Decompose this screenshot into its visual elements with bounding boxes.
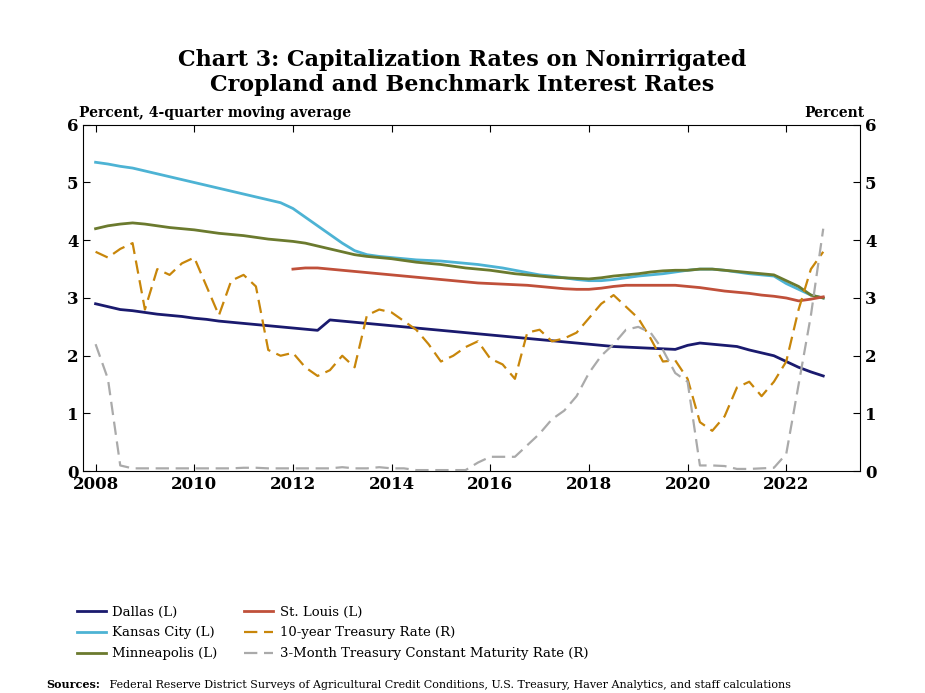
3-Month Treasury Constant Maturity Rate (R) [325,464,336,473]
3-Month Treasury Constant Maturity Rate (R) [90,340,101,349]
Line: 3-Month Treasury Constant Maturity Rate (R): 3-Month Treasury Constant Maturity Rate … [95,229,823,470]
3-Month Treasury Constant Maturity Rate (R) [300,464,311,473]
St. Louis (L) [325,265,336,273]
St. Louis (L) [547,283,558,292]
Dallas (L) [818,371,829,380]
Legend: Dallas (L), Kansas City (L), Minneapolis (L), St. Louis (L), 10-year Treasury Ra: Dallas (L), Kansas City (L), Minneapolis… [71,600,593,665]
Minneapolis (L) [818,294,829,302]
Dallas (L) [325,316,336,324]
Kansas City (L) [337,239,348,247]
Minneapolis (L) [349,251,360,259]
Kansas City (L) [275,198,286,207]
10-year Treasury Rate (R) [337,351,348,360]
Text: Sources:: Sources: [46,678,100,690]
Text: Federal Reserve District Surveys of Agricultural Credit Conditions, U.S. Treasur: Federal Reserve District Surveys of Agri… [106,680,792,690]
Line: 10-year Treasury Rate (R): 10-year Treasury Rate (R) [95,243,823,431]
3-Month Treasury Constant Maturity Rate (R) [411,466,422,474]
Minneapolis (L) [337,247,348,256]
Text: Percent: Percent [804,105,864,119]
Minneapolis (L) [127,219,138,227]
Line: Dallas (L): Dallas (L) [95,304,823,376]
3-Month Treasury Constant Maturity Rate (R) [214,464,225,473]
Kansas City (L) [325,230,336,238]
10-year Treasury Rate (R) [226,277,237,285]
Minneapolis (L) [559,274,570,282]
Minneapolis (L) [288,237,299,245]
Minneapolis (L) [226,230,237,238]
10-year Treasury Rate (R) [312,371,323,380]
Dallas (L) [337,317,348,325]
Kansas City (L) [214,184,225,193]
Minneapolis (L) [312,242,323,250]
10-year Treasury Rate (R) [707,427,718,435]
3-Month Treasury Constant Maturity Rate (R) [559,406,570,414]
3-Month Treasury Constant Maturity Rate (R) [275,464,286,473]
10-year Treasury Rate (R) [127,239,138,247]
Kansas City (L) [300,213,311,221]
Dallas (L) [547,337,558,345]
Text: Percent, 4-quarter moving average: Percent, 4-quarter moving average [80,105,352,119]
Dallas (L) [90,299,101,308]
3-Month Treasury Constant Maturity Rate (R) [818,225,829,233]
10-year Treasury Rate (R) [818,247,829,256]
Text: Chart 3: Capitalization Rates on Nonirrigated
Cropland and Benchmark Interest Ra: Chart 3: Capitalization Rates on Nonirri… [179,49,746,96]
Dallas (L) [214,317,225,325]
10-year Treasury Rate (R) [90,247,101,256]
Kansas City (L) [547,272,558,280]
10-year Treasury Rate (R) [559,334,570,342]
Dallas (L) [300,325,311,333]
Minneapolis (L) [90,225,101,233]
St. Louis (L) [818,292,829,301]
Dallas (L) [275,323,286,331]
St. Louis (L) [300,264,311,272]
3-Month Treasury Constant Maturity Rate (R) [337,463,348,471]
Line: St. Louis (L): St. Louis (L) [293,268,823,301]
Kansas City (L) [90,158,101,166]
10-year Treasury Rate (R) [288,349,299,357]
10-year Treasury Rate (R) [349,363,360,371]
Kansas City (L) [818,294,829,302]
St. Louis (L) [337,266,348,274]
Line: Kansas City (L): Kansas City (L) [95,162,823,298]
Line: Minneapolis (L): Minneapolis (L) [95,223,823,298]
